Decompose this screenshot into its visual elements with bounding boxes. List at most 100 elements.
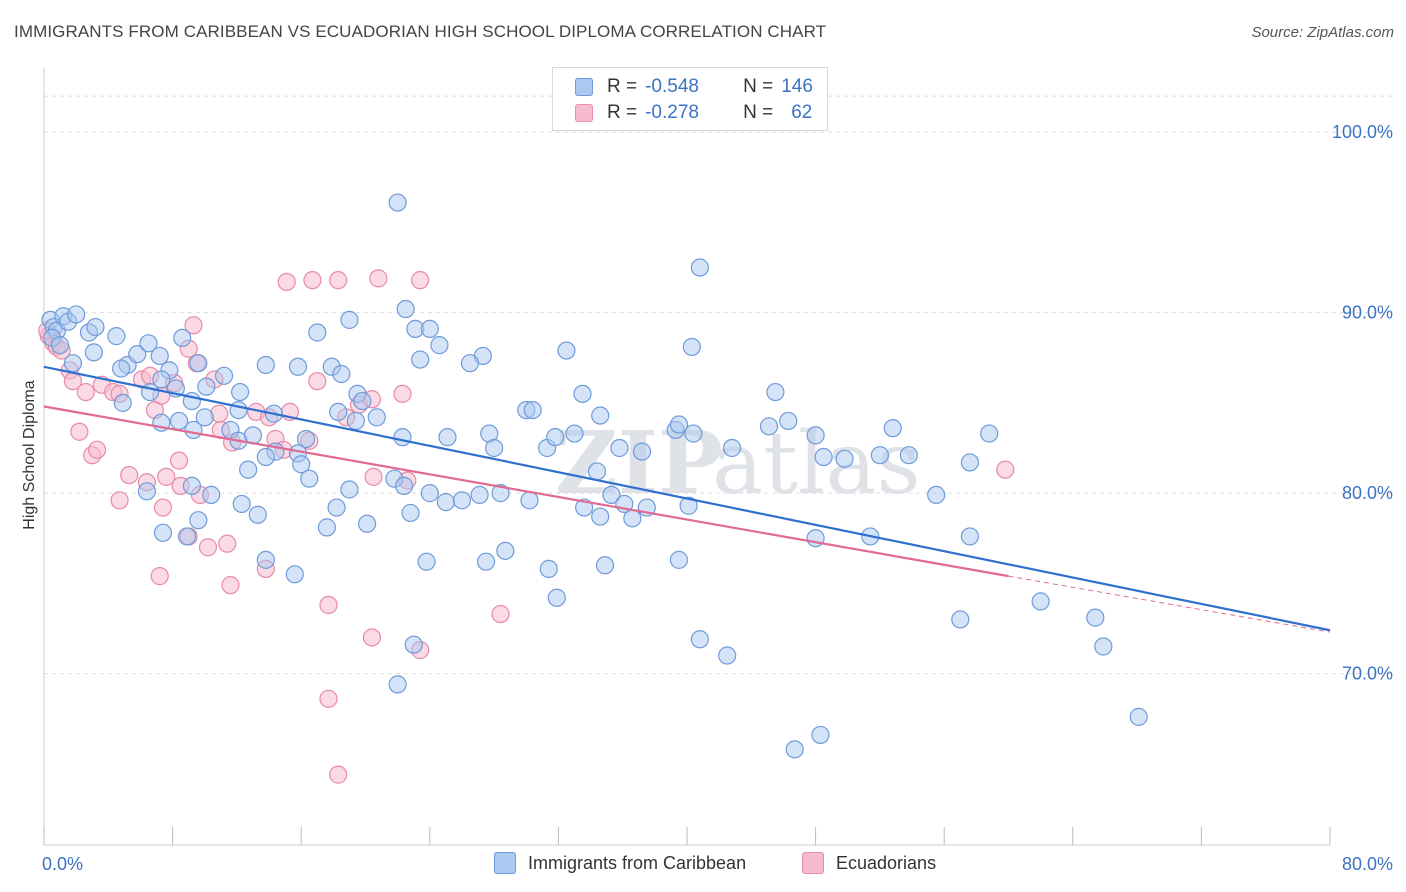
caribbean-point bbox=[951, 610, 970, 629]
ecuadorians-point bbox=[150, 567, 169, 586]
caribbean-point bbox=[239, 460, 258, 479]
caribbean-point bbox=[557, 341, 576, 360]
caribbean-point bbox=[591, 507, 610, 526]
caribbean-point bbox=[485, 438, 504, 458]
caribbean-point bbox=[367, 408, 386, 427]
ecuadorians-point bbox=[319, 595, 338, 615]
caribbean-point bbox=[50, 336, 70, 355]
ecuadorians-point bbox=[87, 440, 107, 459]
caribbean-point bbox=[546, 428, 565, 447]
legend-item-ecuadorians[interactable]: Ecuadorians bbox=[802, 852, 936, 874]
caribbean-point bbox=[139, 334, 158, 353]
caribbean-point bbox=[883, 419, 902, 438]
caribbean-point bbox=[152, 370, 171, 389]
ecuadorians-point bbox=[277, 272, 296, 292]
caribbean-point bbox=[632, 442, 652, 461]
caribbean-point bbox=[394, 476, 414, 495]
caribbean-point bbox=[404, 635, 423, 654]
caribbean-point bbox=[690, 258, 709, 277]
caribbean-swatch bbox=[575, 78, 593, 96]
caribbean-point bbox=[137, 482, 156, 501]
caribbean-trend-line bbox=[43, 365, 1331, 632]
caribbean-point bbox=[565, 424, 584, 443]
caribbean-point bbox=[388, 675, 407, 694]
caribbean-point bbox=[112, 359, 131, 378]
ecuadorians-point bbox=[364, 467, 383, 486]
n-value: 146 bbox=[781, 76, 813, 97]
ecuadorians-point bbox=[329, 765, 348, 784]
caribbean-point bbox=[197, 377, 216, 396]
caribbean-point bbox=[308, 323, 327, 342]
caribbean-point bbox=[232, 494, 251, 514]
caribbean-point bbox=[256, 355, 275, 375]
caribbean-point bbox=[520, 491, 539, 510]
tick-labels: 70.0% 80.0% 90.0% 100.0% 0.0% 80.0% bbox=[42, 122, 1393, 874]
caribbean-point bbox=[591, 406, 610, 425]
ecuadorians-point bbox=[184, 316, 203, 335]
r-value: -0.548 bbox=[645, 76, 699, 97]
caribbean-point bbox=[1086, 608, 1105, 627]
caribbean-point bbox=[806, 426, 825, 445]
caribbean-point bbox=[153, 523, 173, 542]
caribbean-point bbox=[288, 357, 308, 376]
r-value: -0.278 bbox=[645, 102, 699, 123]
caribbean-point bbox=[411, 350, 430, 369]
ecuadorians-point bbox=[491, 604, 510, 624]
caribbean-point bbox=[173, 328, 192, 348]
caribbean-point bbox=[86, 317, 105, 337]
ecuadorians-point bbox=[369, 269, 388, 288]
legend-item-caribbean[interactable]: Immigrants from Caribbean bbox=[494, 852, 746, 874]
caribbean-point bbox=[63, 354, 83, 373]
y-tick-label: 80.0% bbox=[1342, 483, 1393, 503]
caribbean-point bbox=[1094, 637, 1113, 656]
caribbean-point bbox=[899, 446, 918, 465]
caribbean-point bbox=[358, 514, 377, 533]
caribbean-point bbox=[417, 552, 436, 571]
legend-row-ecuadorians: R = -0.278 N = 62 bbox=[575, 101, 812, 125]
caribbean-point bbox=[539, 559, 558, 578]
y-tick-label: 100.0% bbox=[1332, 122, 1393, 142]
caribbean-point bbox=[927, 485, 946, 505]
r-label: R = bbox=[607, 76, 638, 97]
caribbean-point bbox=[396, 299, 415, 319]
caribbean-point bbox=[67, 305, 86, 324]
caribbean-point bbox=[682, 337, 701, 357]
ecuadorians-point bbox=[218, 534, 237, 553]
caribbean-point bbox=[332, 364, 351, 384]
caribbean-point bbox=[340, 480, 359, 499]
caribbean-point bbox=[610, 438, 629, 458]
n-value: 62 bbox=[791, 102, 813, 123]
caribbean-point bbox=[587, 462, 607, 481]
caribbean-point bbox=[1129, 707, 1148, 726]
caribbean-point bbox=[296, 429, 316, 449]
caribbean-point bbox=[195, 408, 214, 427]
caribbean-point bbox=[766, 382, 785, 402]
axes bbox=[43, 68, 1331, 846]
ecuadorians-point bbox=[319, 689, 338, 708]
caribbean-point bbox=[547, 588, 566, 607]
ecuadorians-trend-line bbox=[43, 405, 1009, 578]
caribbean-point bbox=[452, 491, 472, 510]
caribbean-point bbox=[436, 493, 455, 512]
trend-lines bbox=[43, 365, 1331, 633]
caribbean-point bbox=[256, 550, 275, 569]
caribbean-point bbox=[573, 384, 592, 403]
chart-title: IMMIGRANTS FROM CARIBBEAN VS ECUADORIAN … bbox=[14, 22, 827, 41]
caribbean-point bbox=[300, 469, 319, 488]
caribbean-point bbox=[317, 518, 337, 537]
ecuadorians-point bbox=[308, 372, 327, 391]
ecuadorians-trend-extension bbox=[1008, 575, 1331, 633]
caribbean-point bbox=[960, 453, 980, 472]
r-label: R = bbox=[607, 102, 638, 123]
caribbean-point bbox=[722, 438, 742, 458]
caribbean-legend-swatch bbox=[494, 852, 516, 874]
n-label: N = bbox=[743, 102, 774, 123]
caribbean-point bbox=[718, 646, 737, 665]
caribbean-point bbox=[214, 366, 234, 385]
caribbean-point bbox=[346, 411, 365, 431]
n-label: N = bbox=[743, 76, 774, 97]
caribbean-point bbox=[684, 424, 703, 443]
ecuadorians-point bbox=[157, 467, 176, 486]
caribbean-point bbox=[811, 725, 830, 745]
ecuadorians-point bbox=[70, 422, 89, 441]
